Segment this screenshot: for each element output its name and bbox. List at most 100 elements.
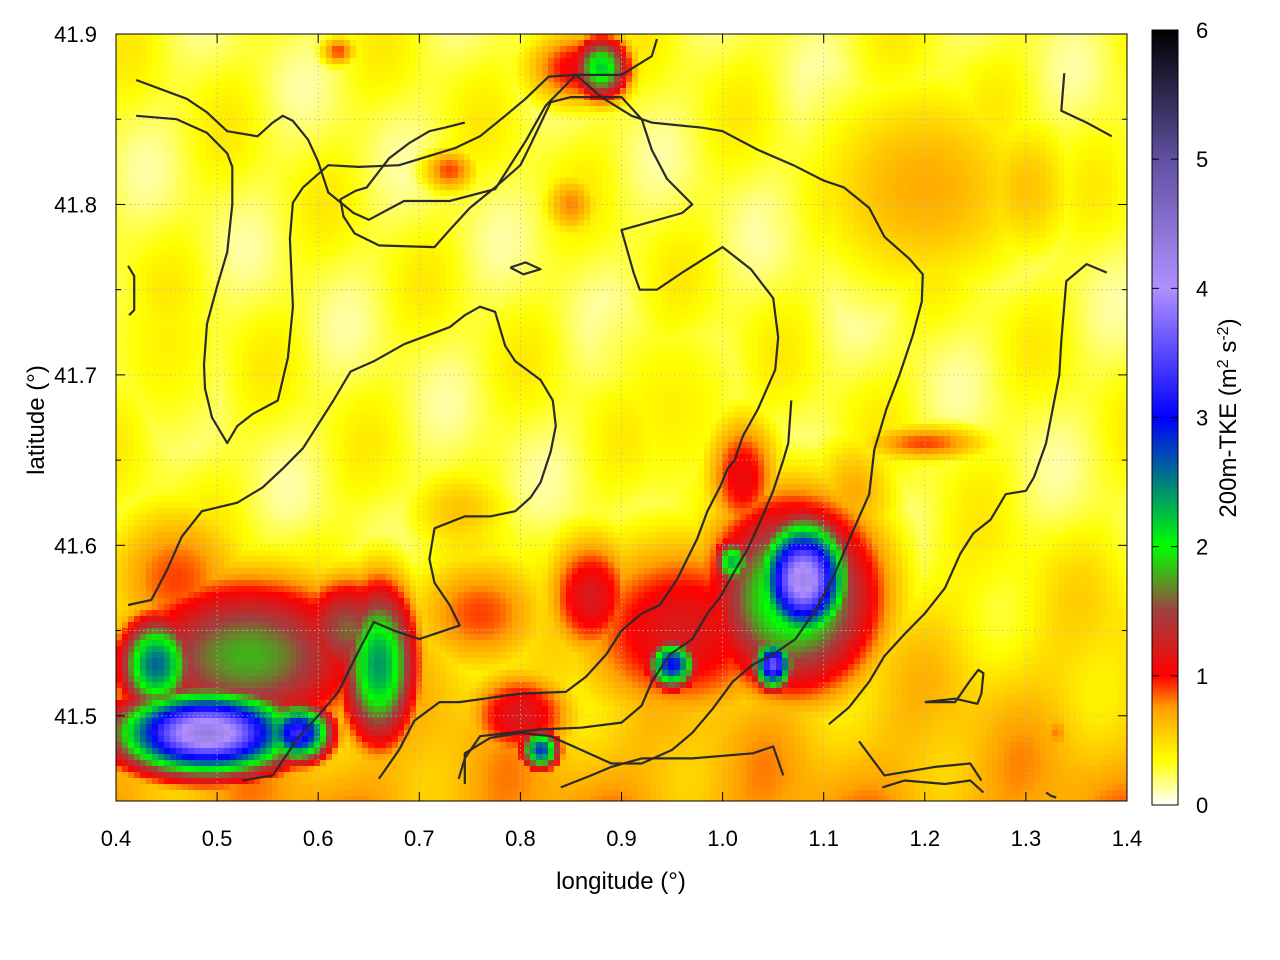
heatmap-cell: [440, 112, 447, 119]
heatmap-cell: [518, 190, 525, 197]
heatmap-cell: [776, 76, 783, 83]
heatmap-cell: [950, 166, 957, 173]
heatmap-cell: [116, 64, 123, 71]
heatmap-cell: [788, 76, 795, 83]
heatmap-cell: [1016, 178, 1023, 185]
heatmap-cell: [566, 46, 573, 53]
heatmap-cell: [776, 118, 783, 125]
heatmap-cell: [224, 46, 231, 53]
heatmap-cell: [542, 94, 549, 101]
heatmap-cell: [302, 142, 309, 149]
heatmap-cell: [650, 196, 657, 203]
heatmap-cell: [548, 160, 555, 167]
heatmap-cell: [452, 178, 459, 185]
heatmap-cell: [578, 40, 585, 47]
heatmap-cell: [896, 172, 903, 179]
heatmap-cell: [194, 208, 201, 215]
heatmap-cell: [488, 58, 495, 65]
heatmap-cell: [380, 100, 387, 107]
heatmap-cell: [128, 124, 135, 131]
heatmap-cell: [302, 34, 309, 41]
heatmap-cell: [494, 70, 501, 77]
heatmap-cell: [1046, 196, 1053, 203]
heatmap-cell: [734, 76, 741, 83]
heatmap-cell: [380, 40, 387, 47]
heatmap-cell: [866, 88, 873, 95]
heatmap-cell: [266, 142, 273, 149]
heatmap-cell: [284, 190, 291, 197]
heatmap-cell: [1016, 64, 1023, 71]
heatmap-cell: [986, 64, 993, 71]
heatmap-cell: [116, 190, 123, 197]
heatmap-cell: [680, 112, 687, 119]
heatmap-cell: [716, 94, 723, 101]
heatmap-cell: [572, 58, 579, 65]
heatmap-cell: [698, 70, 705, 77]
heatmap-cell: [554, 208, 561, 215]
heatmap-cell: [974, 172, 981, 179]
heatmap-cell: [806, 196, 813, 203]
heatmap-cell: [1106, 184, 1113, 191]
heatmap-cell: [350, 172, 357, 179]
heatmap-cell: [1052, 202, 1059, 209]
heatmap-cell: [590, 100, 597, 107]
heatmap-cell: [602, 52, 609, 59]
heatmap-cell: [710, 160, 717, 167]
heatmap-cell: [662, 154, 669, 161]
heatmap-cell: [602, 202, 609, 209]
heatmap-cell: [224, 190, 231, 197]
heatmap-cell: [884, 82, 891, 89]
heatmap-cell: [758, 58, 765, 65]
heatmap-cell: [866, 118, 873, 125]
heatmap-cell: [860, 106, 867, 113]
heatmap-cell: [698, 148, 705, 155]
heatmap-cell: [146, 64, 153, 71]
heatmap-cell: [440, 106, 447, 113]
heatmap-cell: [1040, 58, 1047, 65]
heatmap-cell: [776, 112, 783, 119]
heatmap-cell: [602, 148, 609, 155]
heatmap-cell: [728, 190, 735, 197]
heatmap-cell: [380, 88, 387, 95]
heatmap-cell: [902, 172, 909, 179]
heatmap-cell: [728, 160, 735, 167]
heatmap-cell: [986, 76, 993, 83]
heatmap-cell: [386, 130, 393, 137]
heatmap-cell: [194, 94, 201, 101]
heatmap-cell: [326, 82, 333, 89]
heatmap-cell: [848, 88, 855, 95]
heatmap-cell: [902, 76, 909, 83]
heatmap-cell: [710, 58, 717, 65]
heatmap-cell: [962, 184, 969, 191]
heatmap-cell: [1070, 94, 1077, 101]
heatmap-cell: [782, 112, 789, 119]
heatmap-cell: [944, 88, 951, 95]
heatmap-cell: [128, 166, 135, 173]
heatmap-cell: [614, 76, 621, 83]
heatmap-cell: [980, 130, 987, 137]
heatmap-cell: [332, 76, 339, 83]
heatmap-cell: [548, 40, 555, 47]
heatmap-cell: [476, 112, 483, 119]
heatmap-cell: [806, 34, 813, 41]
heatmap-cell: [434, 94, 441, 101]
heatmap-cell: [752, 88, 759, 95]
heatmap-cell: [944, 172, 951, 179]
heatmap-cell: [698, 112, 705, 119]
heatmap-cell: [542, 124, 549, 131]
heatmap-cell: [1052, 82, 1059, 89]
heatmap-cell: [860, 136, 867, 143]
heatmap-cell: [1016, 160, 1023, 167]
heatmap-cell: [650, 124, 657, 131]
heatmap-cell: [404, 46, 411, 53]
heatmap-cell: [470, 82, 477, 89]
heatmap-cell: [590, 172, 597, 179]
heatmap-cell: [524, 34, 531, 41]
heatmap-cell: [242, 184, 249, 191]
heatmap-cell: [770, 178, 777, 185]
heatmap-cell: [950, 46, 957, 53]
heatmap-cell: [890, 88, 897, 95]
heatmap-cell: [626, 154, 633, 161]
heatmap-cell: [1082, 142, 1089, 149]
heatmap-cell: [446, 64, 453, 71]
